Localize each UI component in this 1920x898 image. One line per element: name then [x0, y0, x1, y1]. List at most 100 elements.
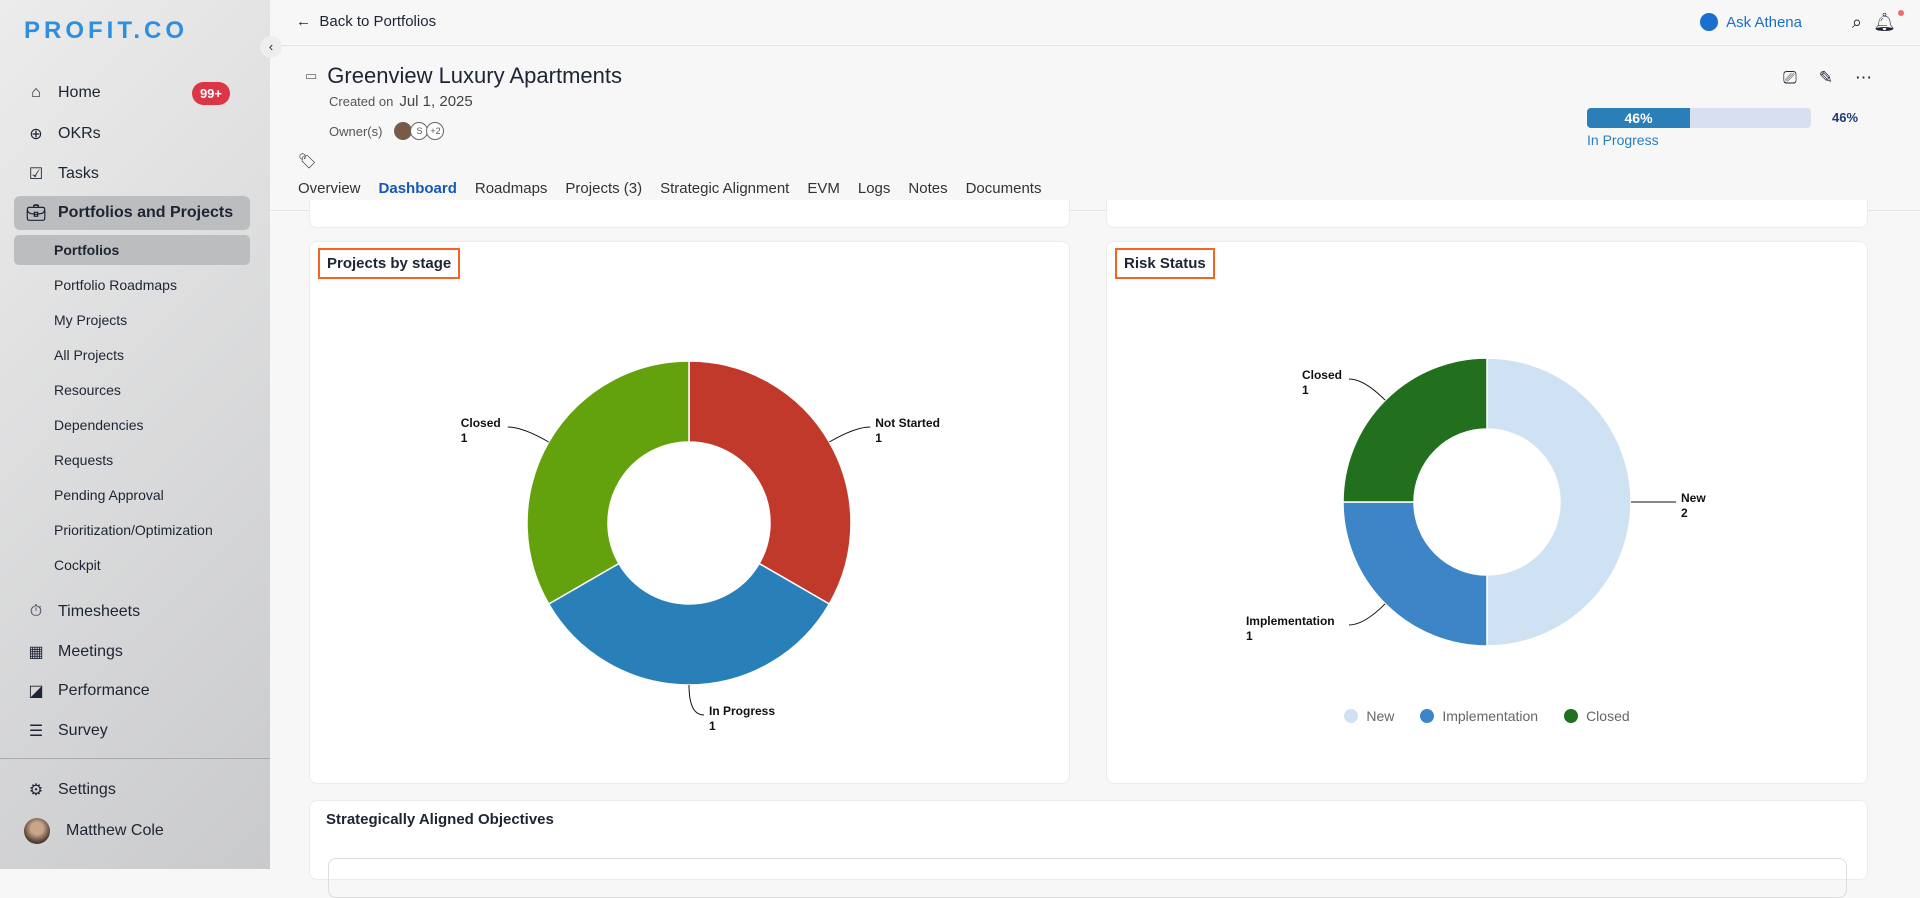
- more-options-icon[interactable]: ⋯: [1855, 68, 1872, 87]
- nav-survey[interactable]: ☰ Survey: [14, 714, 250, 748]
- nav-settings[interactable]: ⚙ Settings: [14, 773, 250, 807]
- tab-strategic-alignment[interactable]: Strategic Alignment: [660, 180, 790, 197]
- subnav-requests[interactable]: Requests: [54, 452, 114, 468]
- subnav-dependencies[interactable]: Dependencies: [54, 417, 144, 433]
- avatar: [24, 818, 50, 844]
- legend-item-new[interactable]: New: [1344, 708, 1394, 724]
- legend-item-closed[interactable]: Closed: [1564, 708, 1630, 724]
- nav-label: Meetings: [58, 643, 123, 660]
- nav-portfolios-and-projects[interactable]: 💼︎ Portfolios and Projects: [14, 196, 250, 230]
- arrow-left-icon: ←: [296, 13, 316, 30]
- nav-label: Portfolios and Projects: [58, 204, 234, 221]
- calendar-icon: ▦: [28, 644, 44, 661]
- previous-card: [309, 200, 1070, 228]
- legend-label: Closed: [1586, 708, 1630, 724]
- title-text: Greenview Luxury Apartments: [327, 63, 622, 88]
- bell-icon[interactable]: 🔔︎: [1873, 12, 1896, 32]
- subnav-pending-approval[interactable]: Pending Approval: [54, 487, 164, 503]
- collapse-sidebar-button[interactable]: ‹: [260, 36, 282, 58]
- slice-in-progress[interactable]: [547, 562, 831, 686]
- subnav-all-projects[interactable]: All Projects: [54, 347, 125, 363]
- user-profile[interactable]: Matthew Cole: [14, 814, 250, 848]
- created-on: Created on Jul 1, 2025: [329, 93, 473, 110]
- created-label: Created on: [329, 94, 394, 109]
- stopwatch-icon: ⏱︎: [29, 603, 43, 620]
- card-title: Projects by stage: [318, 248, 461, 279]
- tab-notes[interactable]: Notes: [908, 180, 948, 197]
- gear-icon: ⚙: [28, 782, 44, 799]
- nav-timesheets[interactable]: ⏱︎ Timesheets: [14, 595, 250, 629]
- nav-performance[interactable]: ◪ Performance: [14, 674, 250, 708]
- label-connector: [688, 684, 705, 716]
- legend-label: New: [1366, 708, 1395, 724]
- search-icon[interactable]: ⌕: [1851, 12, 1862, 32]
- target-icon: ⊕: [29, 126, 43, 143]
- ask-athena-label: Ask Athena: [1726, 13, 1802, 31]
- notification-badge: 99+: [191, 81, 230, 105]
- nav-label: Home: [58, 84, 101, 101]
- ask-athena-button[interactable]: Ask Athena: [1700, 13, 1802, 31]
- nav-meetings[interactable]: ▦ Meetings: [14, 635, 250, 669]
- data-label: Closed 1: [461, 416, 501, 445]
- back-to-portfolios-link[interactable]: ← Back to Portfolios: [296, 13, 436, 30]
- data-label: Implementation 1: [1246, 614, 1335, 643]
- slice-not-started[interactable]: [688, 360, 852, 606]
- nav-label: Tasks: [58, 165, 99, 182]
- page-title: ▭ Greenview Luxury Apartments: [305, 63, 622, 89]
- previous-card: [1106, 200, 1868, 228]
- label-connector: [1348, 603, 1386, 626]
- back-label: Back to Portfolios: [319, 13, 437, 30]
- tab-evm[interactable]: EVM: [807, 180, 840, 197]
- risk-status-card: Risk Status New 2 Implementation 1 Closed 1 N…: [1106, 241, 1868, 784]
- legend-label: Implementation: [1442, 708, 1539, 724]
- tab-roadmaps[interactable]: Roadmaps: [474, 180, 548, 197]
- edit-pencil-icon[interactable]: ✎: [1818, 68, 1833, 87]
- progress-percent: 46%: [1832, 110, 1859, 125]
- label-connector: [1348, 378, 1386, 401]
- clipboard-icon: ☑: [28, 166, 44, 183]
- objectives-table: [328, 858, 1847, 898]
- briefcase-icon: 💼︎: [26, 205, 47, 222]
- nav-label: Performance: [58, 682, 150, 699]
- home-icon: ⌂: [31, 84, 41, 101]
- subnav-resources[interactable]: Resources: [54, 382, 121, 398]
- legend-swatch: [1564, 709, 1579, 723]
- athena-icon: [1700, 13, 1719, 31]
- slice-closed[interactable]: [1342, 357, 1488, 503]
- nav-tasks[interactable]: ☑ Tasks: [14, 157, 250, 191]
- data-label: New 2: [1681, 491, 1706, 520]
- user-name: Matthew Cole: [66, 822, 164, 839]
- top-bar: ← Back to Portfolios Ask Athena ⌕ 🔔︎: [270, 0, 1920, 46]
- tab-divider: [270, 210, 1920, 211]
- slice-closed[interactable]: [526, 360, 690, 606]
- legend-item-implementation[interactable]: Implementation: [1420, 708, 1538, 724]
- slice-new[interactable]: [1486, 357, 1632, 647]
- data-label: In Progress 1: [709, 704, 775, 733]
- tab-logs[interactable]: Logs: [857, 180, 891, 197]
- subnav-my-projects[interactable]: My Projects: [54, 312, 128, 328]
- data-label: Closed 1: [1302, 368, 1342, 397]
- chart-line-icon: ◪: [28, 683, 44, 700]
- presentation-icon[interactable]: ⎚: [1783, 68, 1797, 87]
- card-title: Risk Status: [1115, 248, 1215, 279]
- subnav-cockpit[interactable]: Cockpit: [54, 557, 101, 573]
- subnav-portfolios[interactable]: Portfolios: [14, 235, 250, 265]
- nav-okrs[interactable]: ⊕ OKRs: [14, 117, 250, 151]
- nav-label: Timesheets: [58, 603, 141, 620]
- tag-icon[interactable]: 🏷︎: [298, 153, 318, 170]
- tab-overview[interactable]: Overview: [298, 180, 361, 197]
- tab-documents[interactable]: Documents: [965, 180, 1042, 197]
- subnav-prioritization[interactable]: Prioritization/Optimization: [54, 522, 213, 538]
- more-owners[interactable]: +2: [426, 122, 445, 140]
- projects-by-stage-card: Projects by stage Not Started 1 In Progres…: [309, 241, 1070, 784]
- data-label: Not Started 1: [875, 416, 940, 445]
- nav-label: OKRs: [58, 125, 101, 142]
- progress-fill: 46%: [1587, 108, 1691, 128]
- nav-home[interactable]: ⌂ Home 99+: [14, 76, 250, 110]
- subnav-portfolio-roadmaps[interactable]: Portfolio Roadmaps: [54, 277, 177, 293]
- strategically-aligned-objectives-card: Strategically Aligned Objectives: [309, 800, 1868, 898]
- created-date: Jul 1, 2025: [399, 93, 473, 110]
- slice-implementation[interactable]: [1342, 501, 1488, 647]
- tab-projects[interactable]: Projects (3): [565, 180, 643, 197]
- profit-co-logo[interactable]: PROFIT.CO: [24, 17, 189, 44]
